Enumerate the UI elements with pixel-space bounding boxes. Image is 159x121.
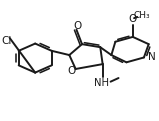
- Text: O: O: [68, 66, 76, 76]
- Text: N: N: [148, 53, 156, 62]
- Text: Cl: Cl: [1, 36, 12, 46]
- Text: NH: NH: [93, 78, 109, 88]
- Text: CH₃: CH₃: [133, 11, 150, 20]
- Text: O: O: [73, 21, 81, 31]
- Text: O: O: [128, 14, 136, 23]
